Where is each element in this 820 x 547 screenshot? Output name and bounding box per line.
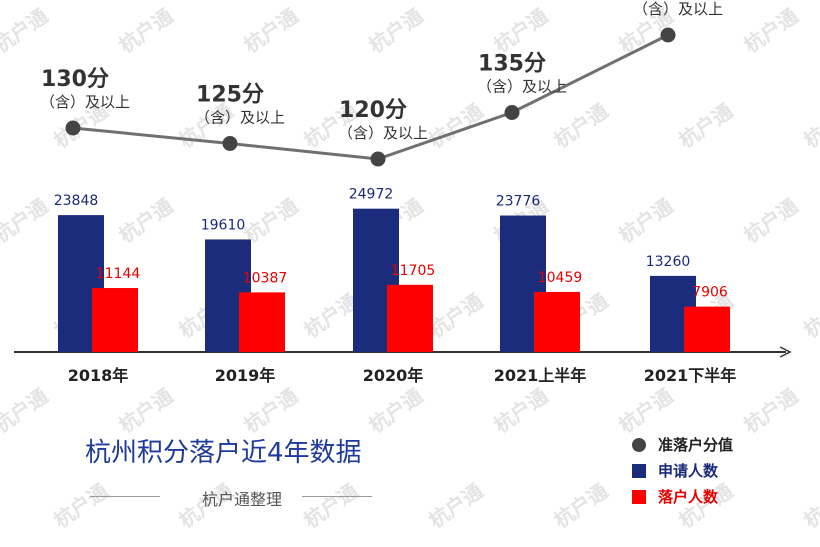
bar-settled [387,284,433,352]
bar-value-settled: 11144 [96,266,141,282]
threshold-label: 130分 [41,67,109,92]
threshold-point [504,105,520,120]
credit-text: 杭户通整理 [201,490,282,509]
bar-value-settled: 10387 [243,270,288,286]
threshold-sublabel: （含）及以上 [633,0,723,18]
bar-value-settled: 10459 [538,270,583,286]
square-icon [632,464,646,478]
threshold-label: 135分 [478,52,546,77]
threshold-sublabel: （含）及以上 [338,124,428,142]
bar-settled [92,288,138,352]
threshold-label: 120分 [339,98,407,123]
threshold-sublabel: （含）及以上 [40,93,130,111]
threshold-point [222,136,238,151]
bar-settled [534,291,580,352]
bar-value-applicants: 24972 [349,187,394,203]
bar-value-applicants: 23848 [54,193,99,209]
threshold-sublabel: （含）及以上 [477,78,567,96]
bar-value-settled: 7906 [692,285,728,301]
legend-label: 申请人数 [658,462,719,480]
x-tick-label: 2021下半年 [644,366,737,385]
x-tick-label: 2021上半年 [494,366,587,385]
x-tick-label: 2018年 [68,366,129,385]
bar-value-settled: 11705 [391,263,436,279]
credit-row: 杭户通整理 [90,486,390,509]
credit-divider-right [302,496,372,497]
x-axis-arrow [779,346,792,358]
circle-icon [632,438,646,452]
threshold-sublabel: （含）及以上 [195,109,285,127]
bar-settled [239,292,285,352]
threshold-point [65,120,81,136]
threshold-point [370,151,386,167]
legend-label: 落户人数 [658,488,719,506]
bar-value-applicants: 13260 [646,254,691,270]
bar-value-applicants: 19610 [201,217,246,233]
threshold-point [660,27,676,43]
square-icon [632,490,646,504]
legend-label: 准落户分值 [658,436,734,454]
bar-value-applicants: 23776 [496,194,541,210]
threshold-label: 125分 [196,83,264,108]
x-tick-label: 2019年 [215,366,276,385]
chart-title: 杭州积分落户近4年数据 [85,438,362,468]
credit-divider-left [90,496,160,497]
bar-settled [684,306,730,352]
x-tick-label: 2020年 [363,366,424,385]
